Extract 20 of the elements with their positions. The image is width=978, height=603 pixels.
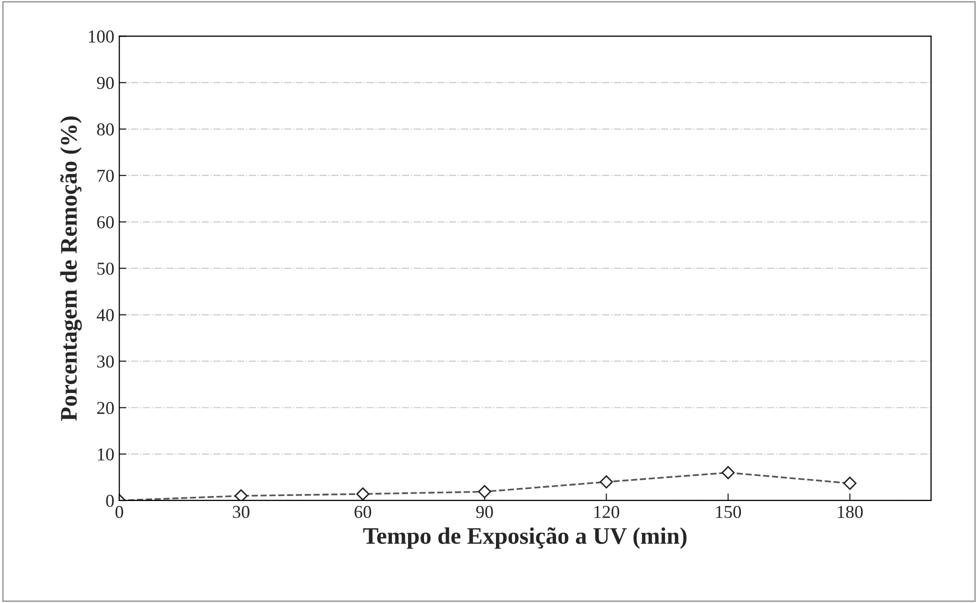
y-tick-label: 90: [96, 76, 114, 90]
y-tick-label: 100: [88, 30, 114, 43]
x-tick-label: 180: [838, 506, 863, 518]
y-axis-title: Porcentagem de Remoção (%): [60, 116, 82, 421]
x-tick-label: 30: [232, 506, 250, 518]
x-tick-label: 60: [354, 506, 372, 518]
y-tick-label: 70: [98, 170, 114, 182]
x-tick-label: 0: [115, 506, 124, 518]
y-tick-label: 80: [97, 123, 114, 136]
x-tick-label: 90: [476, 506, 493, 518]
y-tick-label: 40: [96, 309, 114, 322]
y-tick-label: 30: [97, 355, 114, 368]
x-tick-label: 120: [594, 506, 620, 518]
y-tick-label: 60: [97, 216, 114, 228]
y-tick-label: 50: [97, 262, 114, 275]
y-tick-label: 0: [106, 494, 114, 507]
y-tick-label: 10: [98, 448, 114, 460]
x-axis-title: Tempo de Exposição a UV (min): [363, 527, 687, 549]
y-tick-label: 20: [97, 402, 114, 414]
x-tick-label: 150: [716, 506, 741, 518]
